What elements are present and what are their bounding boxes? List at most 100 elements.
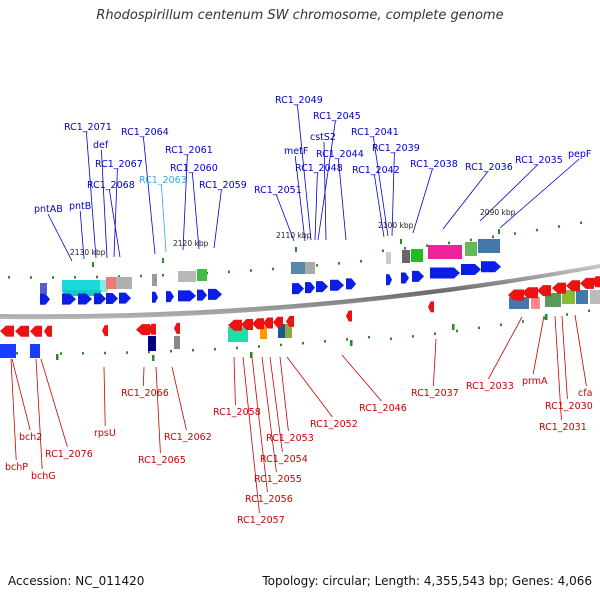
- forward-gene-label: def: [93, 140, 109, 151]
- reverse-gene-arrow: [44, 325, 52, 337]
- scale-tick: [580, 221, 582, 225]
- forward-gene-label: RC1_2048: [295, 163, 343, 174]
- scale-tick: [60, 352, 62, 355]
- forward-gene-label: RC1_2063: [139, 175, 187, 186]
- gene-leader-line: [103, 366, 106, 427]
- reverse-gene-label: RC1_2037: [411, 388, 459, 399]
- scale-tick: [316, 264, 318, 267]
- reverse-gene-label: RC1_2052: [310, 419, 358, 430]
- forward-gene-arrow: [461, 264, 481, 276]
- gene-leader-line: [341, 354, 382, 402]
- reverse-gene-label: bchP: [5, 462, 28, 473]
- reverse-gene-arrow: [428, 301, 434, 313]
- gene-leader-line: [251, 356, 268, 493]
- scale-tick: [8, 276, 10, 279]
- scale-tick: [118, 275, 120, 278]
- gene-leader-line: [317, 120, 336, 241]
- reverse-gene-label: RC1_2066: [121, 388, 169, 399]
- forward-gene-label: RC1_2060: [170, 163, 218, 174]
- gene-leader-line: [109, 189, 121, 258]
- gene-leader-line: [143, 136, 156, 255]
- ticks-layer: [8, 221, 590, 361]
- reverse-gene-label: cfa: [578, 388, 592, 399]
- gene-leader-line: [574, 314, 587, 387]
- scale-tick: [258, 345, 260, 348]
- gene-leader-line: [374, 174, 385, 238]
- feature-block: [260, 326, 267, 339]
- accession-text: Accession: NC_011420: [8, 574, 145, 588]
- forward-gene-arrow: [412, 270, 424, 282]
- feature-block: [197, 269, 207, 281]
- gene-leader-line: [286, 356, 333, 418]
- gene-leader-line: [101, 149, 108, 259]
- scale-tick: [82, 352, 84, 355]
- forward-gene-arrow: [40, 293, 50, 305]
- feature-block: [465, 242, 477, 256]
- forward-gene-label: RC1_2064: [121, 127, 169, 138]
- feature-block: [152, 274, 157, 286]
- forward-gene-arrow: [152, 291, 158, 303]
- feature-block: [174, 336, 180, 349]
- forward-gene-label: RC1_2061: [165, 145, 213, 156]
- feature-block: [228, 327, 248, 342]
- reverse-gene-label: RC1_2058: [213, 407, 261, 418]
- gene-leader-line: [276, 194, 295, 242]
- gene-leader-line: [47, 213, 73, 262]
- forward-gene-arrow: [316, 281, 328, 293]
- reverse-gene-arrow: [263, 317, 273, 329]
- scale-label: 2090 kbp: [480, 208, 516, 217]
- gene-leader-line: [213, 189, 222, 249]
- gene-leader-line: [233, 356, 236, 406]
- reverse-gene-label: RC1_2031: [539, 422, 587, 433]
- reverse-gene-arrow: [174, 322, 180, 334]
- reverse-gene-label: RC1_2054: [260, 454, 308, 465]
- feature-block: [291, 262, 305, 274]
- forward-gene-arrow: [178, 290, 196, 302]
- scale-tick: [148, 350, 150, 354]
- forward-gene-label: RC1_2038: [410, 159, 458, 170]
- feature-block: [411, 249, 423, 262]
- gene-leader-line: [40, 358, 68, 448]
- scale-tick: [302, 341, 304, 345]
- scale-tick: [434, 332, 436, 335]
- scale-tick: [126, 351, 128, 354]
- forward-gene-arrow: [330, 279, 344, 291]
- scale-tick: [456, 329, 458, 333]
- feature-block: [428, 245, 462, 259]
- forward-gene-label: RC1_2071: [64, 122, 112, 133]
- feature-block: [590, 290, 600, 304]
- forward-gene-arrow: [430, 267, 460, 279]
- scale-tick: [360, 259, 362, 263]
- feature-block: [116, 277, 132, 289]
- gene-leader-line: [433, 338, 437, 387]
- reverse-gene-label: RC1_2030: [545, 401, 593, 412]
- scale-tick: [280, 343, 282, 347]
- scale-tick: [478, 326, 480, 330]
- chart-title: Rhodospirillum centenum SW chromosome, c…: [96, 8, 504, 23]
- scale-label: 2100 kbp: [378, 221, 414, 230]
- major-tick: [350, 340, 353, 346]
- forward-gene-arrow: [386, 274, 392, 286]
- gene-leader-line: [86, 131, 97, 259]
- feature-block: [478, 239, 500, 253]
- major-tick: [545, 314, 548, 320]
- feature-block: [100, 280, 108, 292]
- gene-leader-line: [79, 210, 85, 260]
- feature-block: [386, 252, 391, 264]
- forward-gene-label: RC1_2051: [254, 185, 302, 196]
- scale-tick: [140, 274, 142, 278]
- gene-leader-line: [488, 316, 523, 380]
- scale-tick: [346, 338, 348, 341]
- forward-gene-label: RC1_2041: [351, 127, 399, 138]
- scale-tick: [96, 275, 98, 279]
- reverse-gene-arrow: [30, 325, 42, 337]
- feature-block: [305, 262, 315, 274]
- reverse-gene-label: RC1_2046: [359, 403, 407, 414]
- genome-summary-text: Topology: circular; Length: 4,355,543 bp…: [262, 574, 592, 588]
- reverse-gene-arrow: [102, 325, 108, 337]
- gene-leader-line: [279, 356, 289, 432]
- forward-gene-arrow: [305, 282, 315, 294]
- reverse-gene-arrow: [15, 325, 29, 337]
- reverse-gene-label: RC1_2056: [245, 494, 293, 505]
- gene-leader-line: [242, 356, 260, 514]
